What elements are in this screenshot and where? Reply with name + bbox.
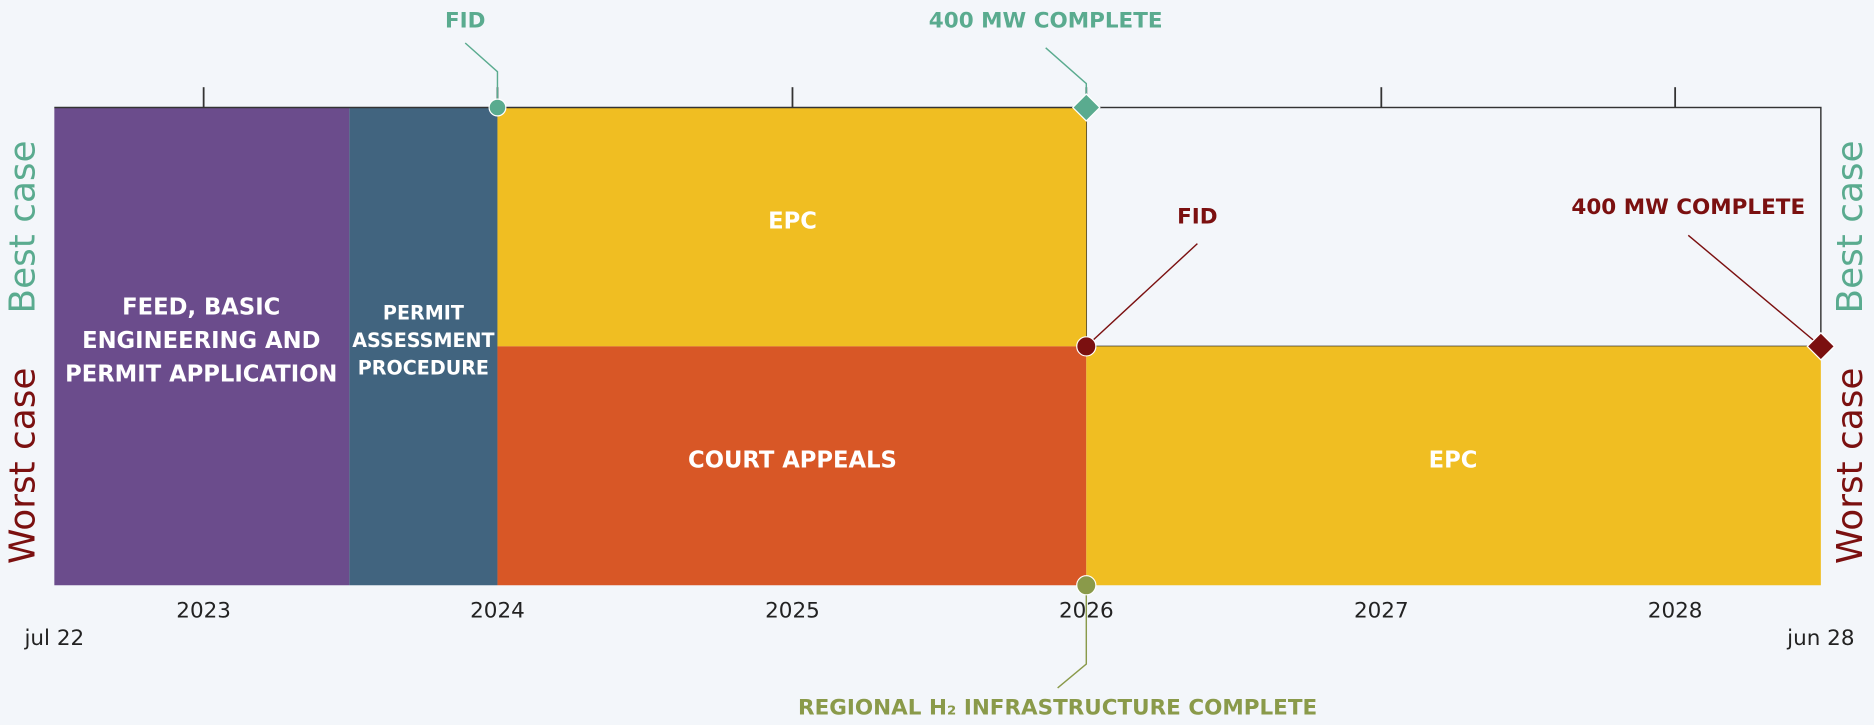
milestone-label: 400 MW COMPLETE (929, 8, 1163, 33)
milestone-label: 400 MW COMPLETE (1571, 195, 1805, 220)
phase-label: EPC (768, 209, 817, 235)
start-label: jul 22 (23, 626, 84, 651)
empty-area (1085, 106, 1822, 348)
best-case-label: Best case (1830, 140, 1871, 313)
year-label: 2027 (1354, 599, 1409, 624)
year-label: 2023 (176, 599, 231, 624)
phase-label: COURT APPEALS (688, 448, 897, 474)
year-label: 2024 (470, 599, 525, 624)
best-case-label: Best case (2, 140, 43, 313)
permit-block (349, 107, 498, 586)
phase-label: PROCEDURE (358, 357, 489, 380)
leader-line (1057, 585, 1088, 689)
phase-label: FEED, BASIC (122, 295, 280, 321)
milestone-marker (1806, 332, 1836, 361)
milestone-label: REGIONAL H₂ INFRASTRUCTURE COMPLETE (798, 695, 1317, 720)
year-label: 2028 (1648, 599, 1703, 624)
best-epc-block (497, 107, 1087, 347)
year-label: 2025 (765, 599, 820, 624)
milestone-marker (1076, 575, 1097, 596)
phase-label: PERMIT (383, 302, 464, 325)
milestone-label: FID (1177, 204, 1218, 229)
end-label: jun 28 (1786, 626, 1854, 651)
milestone-label: FID (445, 8, 486, 33)
milestone-marker (1076, 336, 1097, 357)
leader-line (1687, 234, 1822, 347)
leader-line (1085, 243, 1198, 347)
phase-label: PERMIT APPLICATION (65, 362, 337, 388)
milestone-marker (1071, 93, 1101, 122)
leader-line (464, 42, 499, 108)
feed-block (54, 107, 350, 586)
worst-epc-block (1086, 346, 1821, 586)
phase-label: ASSESSMENT (352, 329, 494, 352)
worst-case-label: Worst case (2, 368, 43, 564)
phase-label: ENGINEERING AND (82, 328, 320, 354)
court-block (497, 346, 1087, 586)
phase-label: EPC (1429, 448, 1478, 474)
milestone-marker (488, 98, 507, 117)
worst-case-label: Worst case (1830, 368, 1871, 564)
